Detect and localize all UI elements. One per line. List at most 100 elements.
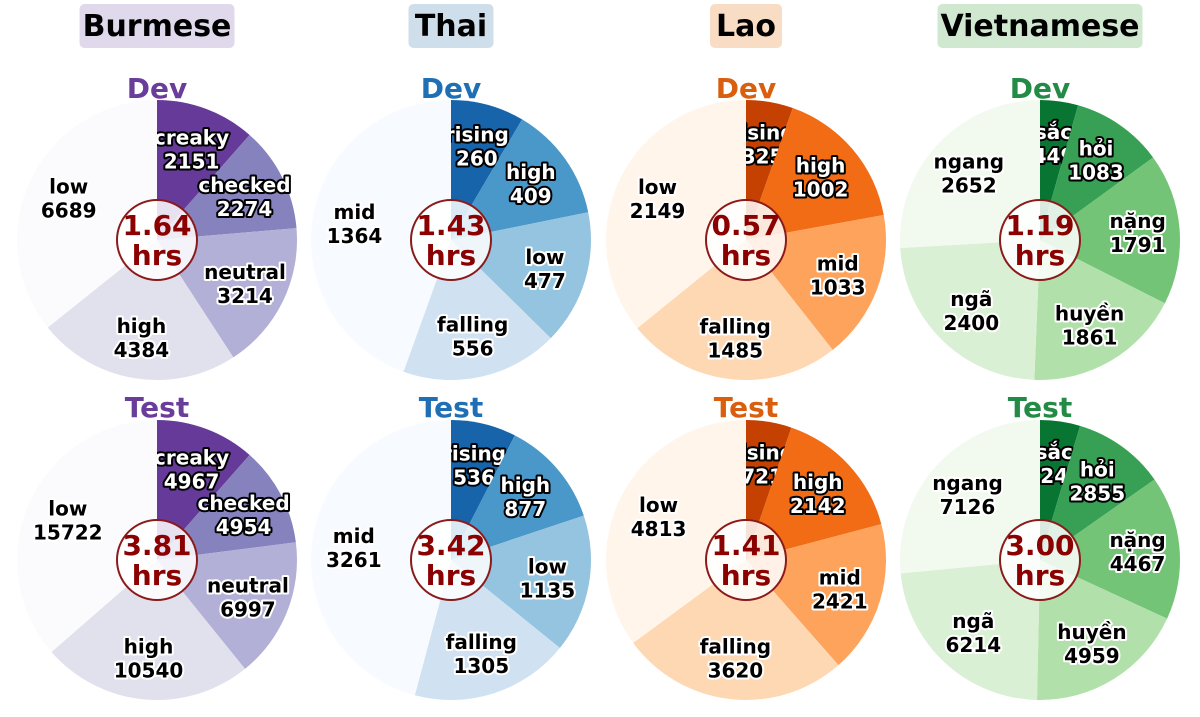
lao-test-hours-value: 1.41 xyxy=(711,529,780,562)
vietnamese-dev-hours-badge xyxy=(999,199,1081,281)
lao-test-slice-4 xyxy=(605,420,746,643)
burmese-dev-slice-4-label: low xyxy=(49,175,88,199)
burmese-test-slice-1-label: checked xyxy=(198,491,290,515)
burmese-test-hours-badge xyxy=(116,519,198,601)
lao-title: Lao xyxy=(716,9,776,44)
lao-test-slice-3-label: falling xyxy=(700,634,771,658)
lao-dev-slice-1-label: high xyxy=(796,154,846,178)
burmese-dev-slice-4 xyxy=(16,100,157,328)
thai-test-slice-2-value: 1135 xyxy=(520,578,576,602)
thai-test-slice-0-value: 536 xyxy=(453,466,495,490)
lao-dev-hours-value: 0.57 xyxy=(711,209,780,242)
burmese-dev-slice-2-value: 3214 xyxy=(217,284,273,308)
burmese-dev-slice-1 xyxy=(157,134,297,240)
lao-dev-slice-1 xyxy=(746,108,884,240)
thai-test-slice-4-label: mid xyxy=(333,524,375,548)
lao-dev-slice-4-value: 2149 xyxy=(630,199,686,223)
thai-dev-slice-4-label: mid xyxy=(333,200,375,224)
lao-test-slice-2-value: 2421 xyxy=(812,590,868,614)
thai-test-slice-1 xyxy=(451,435,584,560)
vietnamese-test-hours-badge xyxy=(999,519,1081,601)
vietnamese-dev-slice-0-label: sắc xyxy=(1035,120,1072,144)
thai-dev-slice-1-value: 409 xyxy=(510,184,552,208)
burmese-test-slice-4-value: 15722 xyxy=(33,520,103,544)
lao-dev-slice-4-label: low xyxy=(638,175,677,199)
thai-dev-slice-3-label: falling xyxy=(437,313,508,337)
lao-test-slice-4-label: low xyxy=(639,493,678,517)
vietnamese-test-pie: Testsắc1241hỏi2855nặng4467huyền4959ngã62… xyxy=(899,391,1180,701)
burmese-dev-slice-3-value: 4384 xyxy=(114,338,170,362)
thai-test-slice-4 xyxy=(311,420,451,696)
thai-dev-slice-4 xyxy=(310,100,451,372)
vietnamese-dev-slice-1-value: 1083 xyxy=(1068,161,1124,185)
lao-test-slice-3-value: 3620 xyxy=(708,658,764,682)
vietnamese-test-slice-2-label: nặng xyxy=(1109,528,1165,552)
vietnamese-dev-slice-1 xyxy=(1040,105,1154,240)
burmese-test-slice-4 xyxy=(16,420,157,652)
thai-dev-slice-3-value: 556 xyxy=(452,337,494,361)
burmese-test-slice-3 xyxy=(51,560,246,701)
lao-dev-header: Dev xyxy=(716,72,776,105)
burmese-test-slice-1-value: 4954 xyxy=(216,515,272,539)
thai-dev-slice-2-value: 477 xyxy=(524,269,566,293)
burmese-test-slice-2-label: neutral xyxy=(207,574,289,598)
lao-test-header: Test xyxy=(714,391,778,424)
burmese-test-slice-2-value: 6997 xyxy=(220,598,276,622)
vietnamese-dev-slice-2 xyxy=(1040,157,1180,304)
vietnamese-test-slice-1-label: hỏi xyxy=(1080,458,1115,482)
thai-dev-slice-1 xyxy=(451,119,589,240)
burmese-test-slice-1 xyxy=(157,455,296,560)
burmese-test-header: Test xyxy=(125,391,189,424)
vietnamese-dev-slice-3 xyxy=(1034,240,1165,381)
thai-test-header: Test xyxy=(419,391,483,424)
lao-dev-slice-3-value: 1485 xyxy=(707,338,763,362)
vietnamese-dev-slice-5 xyxy=(900,100,1040,248)
vietnamese-test-slice-4-value: 6214 xyxy=(945,633,1001,657)
thai-test-slice-1-value: 877 xyxy=(504,497,546,521)
vietnamese-dev-slice-3-value: 1861 xyxy=(1062,326,1118,350)
thai-test-slice-3-value: 1305 xyxy=(453,654,509,678)
burmese-dev-slice-0-value: 2151 xyxy=(164,149,220,173)
thai-title: Thai xyxy=(415,9,487,44)
burmese-test-slice-3-value: 10540 xyxy=(114,659,184,683)
vietnamese-test-slice-1-value: 2855 xyxy=(1069,482,1125,506)
vietnamese-test-hours-unit: hrs xyxy=(1015,559,1065,592)
lao-test-slice-4-value: 4813 xyxy=(631,517,687,541)
burmese-column: BurmeseDevcreaky2151checked2274neutral32… xyxy=(16,4,298,701)
lao-dev-slice-3-label: falling xyxy=(700,314,771,338)
thai-test-slice-3-label: falling xyxy=(446,630,517,654)
lao-dev-slice-1-value: 1002 xyxy=(793,178,849,202)
thai-dev-slice-2-label: low xyxy=(525,245,564,269)
thai-dev-slice-0-value: 260 xyxy=(456,147,498,171)
thai-dev-slice-0-label: rising xyxy=(445,123,509,147)
vietnamese-test-hours-value: 3.00 xyxy=(1005,529,1074,562)
burmese-dev-slice-0 xyxy=(157,100,250,240)
thai-test-slice-0-label: rising xyxy=(442,442,506,466)
lao-dev-slice-3 xyxy=(637,240,833,380)
vietnamese-dev-hours-value: 1.19 xyxy=(1005,209,1074,242)
lao-test-slice-1-value: 2142 xyxy=(790,494,846,518)
vietnamese-dev-slice-3-label: huyền xyxy=(1055,302,1124,326)
burmese-test-slice-0-value: 4967 xyxy=(164,469,220,493)
burmese-dev-slice-1-label: checked xyxy=(198,173,290,197)
burmese-test-slice-0 xyxy=(157,420,250,560)
thai-test-slice-4-value: 3261 xyxy=(326,548,382,572)
burmese-dev-slice-2-label: neutral xyxy=(204,260,286,284)
vietnamese-test-slice-3-value: 4959 xyxy=(1064,644,1120,668)
vietnamese-test-slice-5 xyxy=(899,420,1040,574)
vietnamese-test-slice-5-label: ngang xyxy=(932,471,1003,495)
vietnamese-dev-slice-4 xyxy=(900,240,1040,380)
lao-test-hours-unit: hrs xyxy=(721,559,771,592)
thai-test-hours-unit: hrs xyxy=(426,559,476,592)
vietnamese-test-slice-4 xyxy=(900,560,1040,700)
vietnamese-test-slice-3 xyxy=(1037,560,1168,701)
vietnamese-test-slice-4-label: ngã xyxy=(952,609,994,633)
